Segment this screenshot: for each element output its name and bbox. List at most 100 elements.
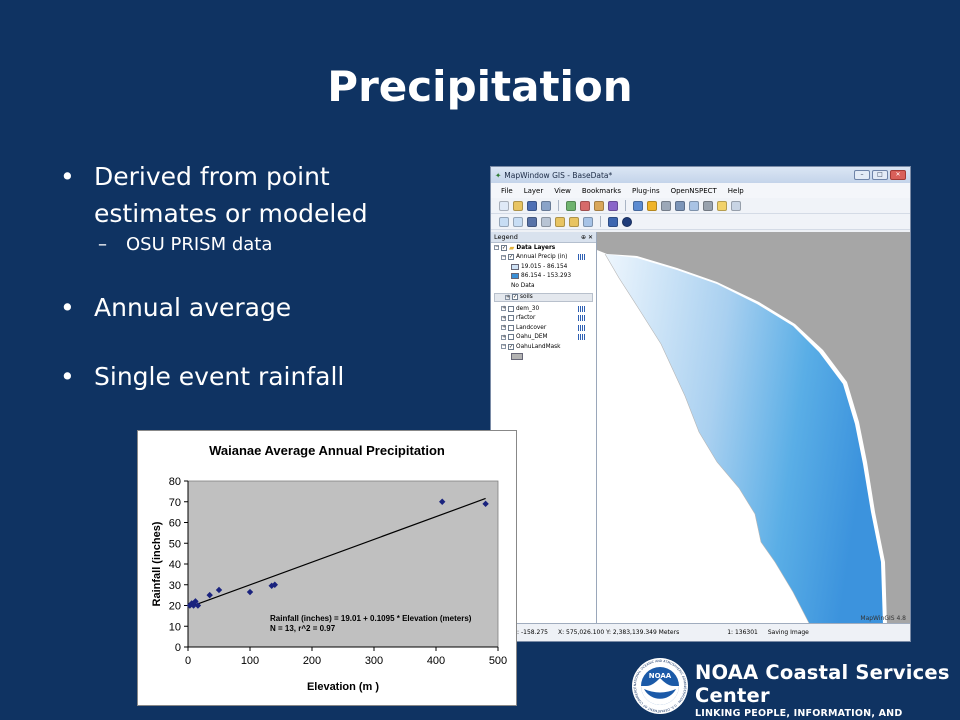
window-title: MapWindow GIS - BaseData* [504,170,613,180]
menu-opennspect[interactable]: OpenNSPECT [670,186,717,195]
data-point [271,581,278,588]
menu-help[interactable]: Help [727,186,744,195]
maximize-icon[interactable]: □ [872,170,888,180]
legend-layer[interactable]: + dem_30 [491,304,596,314]
legend-layer[interactable]: + ✓ soils [494,292,593,302]
layer-checkbox[interactable]: ✓ [512,294,518,301]
zoom-out-icon[interactable] [513,216,523,227]
sub-bullet-prism: OSU PRISM data [60,234,460,255]
group-checkbox[interactable]: ✓ [501,244,507,251]
layer-checkbox[interactable] [508,315,514,322]
zoom-selected-icon[interactable] [541,216,551,227]
pin-icon[interactable]: ⊕ ✕ [581,233,593,241]
x-tick-label: 300 [365,655,383,667]
grid-layer-icon [578,254,586,261]
app-icon: ✦ [495,170,502,180]
grid-layer-icon [578,324,586,331]
y-tick-label: 10 [169,621,181,633]
zoom-layer-icon[interactable] [583,216,593,227]
folder-icon: ▰ [509,243,515,252]
remove-layer-icon[interactable] [580,200,590,211]
table-icon[interactable] [689,200,699,211]
y-tick-label: 80 [169,476,181,488]
x-tick-label: 500 [489,655,507,667]
org-tagline: LINKING PEOPLE, INFORMATION, AND TECHNOL… [695,708,903,720]
zoom-in-icon[interactable] [499,216,509,227]
legend-group[interactable]: − ✓ ▰ Data Layers [494,243,556,252]
print-icon[interactable] [541,200,551,211]
select-icon[interactable] [647,200,657,211]
status-message: Saving Image [767,629,809,636]
class-swatch [511,273,519,280]
data-point [194,602,202,609]
x-tick-label: 100 [241,655,259,667]
chart-svg: Waianae Average Annual Precipitation 0 10… [151,443,507,693]
y-tick-label: 0 [175,642,181,654]
filter-icon[interactable] [703,200,713,211]
map-view[interactable]: MapWinGIS 4.8 [597,232,910,625]
symbology-icon[interactable] [608,200,618,211]
y-tick-label: 20 [169,601,181,613]
class-swatch [511,352,523,360]
legend-layer[interactable]: − ✓ Annual Precip (in) [491,253,596,263]
collapse-icon[interactable]: − [494,244,500,251]
noaa-logo: NOAA NATIONAL OCEANIC AND ATMOSPHERIC AD… [632,658,688,714]
save-icon[interactable] [527,200,537,211]
identify-icon[interactable] [608,216,618,227]
data-point [439,498,446,505]
x-tick-label: 400 [427,655,445,667]
layer-checkbox[interactable] [508,305,514,312]
legend-class [491,352,596,362]
data-point [190,602,197,609]
regression-equation: Rainfall (inches) = 19.01 + 0.1095 * Ele… [270,614,472,623]
y-tick-label: 50 [169,538,181,550]
new-project-icon[interactable] [499,200,509,211]
legend-layer[interactable]: + Landcover [491,323,596,333]
x-axis-label: Elevation (m ) [307,681,379,693]
layer-checkbox[interactable]: ✓ [508,343,514,350]
x-tick-label: 0 [185,655,191,667]
gis-toolbar-2 [491,214,910,230]
data-point [186,602,194,609]
legend-layer[interactable]: + Oahu_DEM [491,333,596,343]
precip-raster [605,254,883,625]
zoom-extent-icon[interactable] [527,216,537,227]
zoom-previous-icon[interactable] [555,216,565,227]
y-tick-label: 60 [169,518,181,530]
info-icon[interactable] [622,216,632,227]
trendline [189,497,486,608]
bullet-single-event: Single event rainfall [60,358,460,395]
menu-file[interactable]: File [501,186,513,195]
menu-layer[interactable]: Layer [523,186,544,195]
minimize-icon[interactable]: – [854,170,870,180]
gis-titlebar: ✦ MapWindow GIS - BaseData* – □ ✕ [491,167,910,183]
attribute-table-icon[interactable] [731,200,741,211]
coastline [604,253,811,625]
y-tick-label: 70 [169,497,181,509]
layer-checkbox[interactable] [508,334,514,341]
status-coords: X: 575,026.100 Y: 2,383,139.349 Meters [557,629,680,636]
map-watermark: MapWinGIS 4.8 [860,615,906,622]
zoom-next-icon[interactable] [569,216,579,227]
status-long: 50 Long: -158.275 [493,629,548,636]
measure-icon[interactable] [661,200,671,211]
menu-bookmarks[interactable]: Bookmarks [581,186,621,195]
clear-layers-icon[interactable] [594,200,604,211]
label-icon[interactable] [717,200,727,211]
mapwindow-screenshot: ✦ MapWindow GIS - BaseData* – □ ✕ File L… [490,166,911,642]
add-layer-icon[interactable] [566,200,576,211]
gis-menubar: File Layer View Bookmarks Plug-ins OpenN… [491,183,910,198]
data-point [215,586,223,594]
legend-layer[interactable]: − ✓ OahuLandMask [501,343,561,350]
menu-plugins[interactable]: Plug-ins [631,186,660,195]
layer-checkbox[interactable]: ✓ [508,254,514,261]
pan-icon[interactable] [633,200,643,211]
close-icon[interactable]: ✕ [890,170,906,180]
layer-checkbox[interactable] [508,324,514,331]
legend-layer[interactable]: + rfactor [491,314,596,324]
plot-area [187,480,499,648]
open-icon[interactable] [513,200,523,211]
menu-view[interactable]: View [554,186,571,195]
layout-icon[interactable] [675,200,685,211]
legend-class: 19.015 - 86.154 [491,262,596,272]
